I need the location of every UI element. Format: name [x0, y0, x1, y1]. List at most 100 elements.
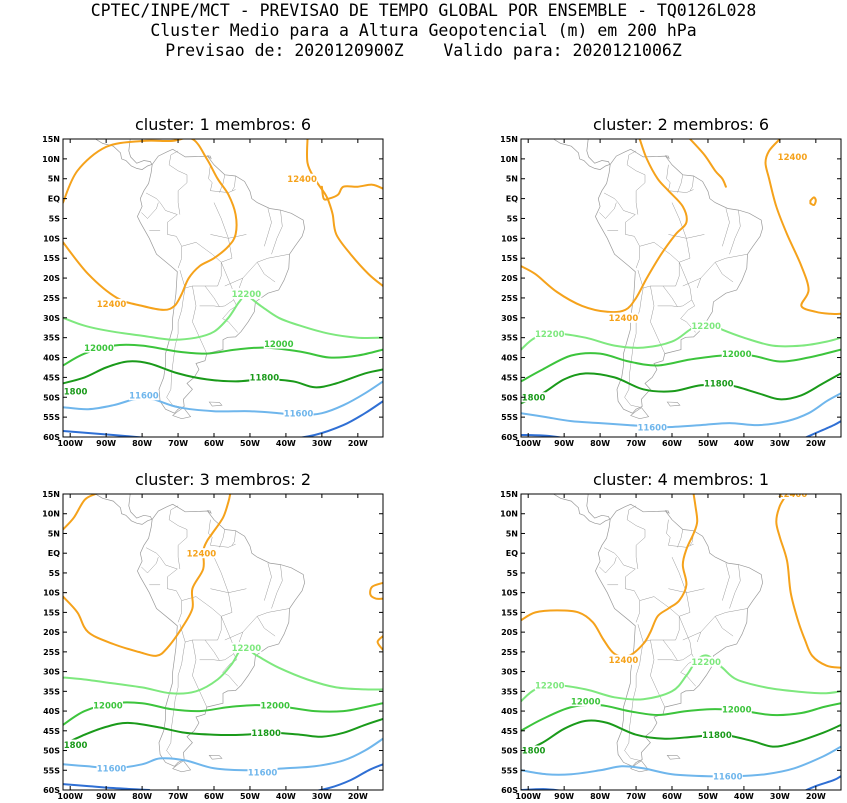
contour-label: 1800	[522, 393, 546, 403]
island-coastline	[666, 754, 681, 760]
lon-label: 20W	[806, 439, 826, 448]
lat-label: EQ	[506, 549, 518, 558]
country-border	[238, 262, 258, 289]
lat-label: 15S	[43, 254, 60, 263]
contour-label-bg	[83, 342, 114, 353]
lat-label: 15N	[42, 135, 60, 144]
contour-12400	[809, 196, 817, 207]
contour-label: 12200	[232, 290, 262, 300]
lat-label: 60S	[501, 786, 518, 795]
map-panel-1: cluster: 1 membros: 6 12400 12400 12200 1200…	[42, 115, 384, 448]
contour-11800	[521, 372, 841, 405]
lat-label: 25S	[501, 648, 518, 657]
contour-11600	[521, 745, 841, 778]
contour-12000	[521, 702, 841, 732]
lon-label: 70W	[168, 792, 188, 801]
lon-label: 100W	[515, 792, 541, 801]
country-border	[271, 564, 283, 609]
lat-label: 30S	[501, 314, 518, 323]
contour-label-bg	[521, 392, 546, 403]
contour-label: 12000	[260, 701, 290, 711]
contour-12400	[63, 494, 232, 657]
lon-label: 70W	[168, 439, 188, 448]
lat-label: 25S	[501, 294, 518, 303]
country-border	[219, 529, 226, 548]
contour-12400	[521, 139, 688, 314]
country-border	[662, 262, 693, 307]
contour-label: 11800	[704, 380, 734, 390]
country-border	[224, 631, 243, 641]
contour-12200	[63, 646, 383, 695]
contour-label: 12000	[84, 344, 114, 354]
country-border	[657, 659, 678, 661]
contour-label: 11600	[284, 409, 314, 419]
country-border	[677, 174, 684, 193]
contour-label: 11600	[129, 391, 159, 401]
lon-label: 50W	[240, 439, 260, 448]
country-border	[679, 238, 691, 263]
lon-label: 40W	[276, 792, 296, 801]
contour-label-bg	[128, 390, 159, 401]
contour-11400	[63, 430, 149, 437]
contour-12200	[521, 654, 841, 703]
lat-label: 50S	[501, 747, 518, 756]
country-border	[637, 596, 680, 643]
contour-label: 12400	[187, 549, 217, 559]
lat-label: 25S	[43, 294, 60, 303]
header-line-3: Previsao de: 2020120900Z Valido para: 20…	[165, 41, 682, 60]
contour-label: 11600	[97, 764, 127, 774]
lat-label: EQ	[48, 549, 60, 558]
lat-label: 55S	[501, 413, 518, 422]
lat-label: EQ	[48, 195, 60, 204]
contour-label: 11800	[251, 729, 281, 739]
lat-label: 45S	[43, 727, 60, 736]
lat-label: 15S	[501, 254, 518, 263]
lat-label: 25S	[43, 648, 60, 657]
panel-title: cluster: 3 membros: 2	[135, 470, 311, 489]
map-frame	[520, 493, 842, 791]
country-border	[722, 208, 730, 247]
contour-label-bg	[637, 422, 668, 433]
lon-label: 70W	[626, 439, 646, 448]
lon-label: 60W	[204, 792, 224, 801]
island-coastline	[208, 754, 223, 760]
contour-11400	[298, 400, 383, 437]
contour-label-bg	[608, 312, 639, 323]
contour-11400	[521, 434, 565, 437]
lat-label: 30S	[43, 314, 60, 323]
contour-label: 12200	[691, 322, 721, 332]
country-border	[722, 563, 730, 601]
lat-label: 45S	[501, 373, 518, 382]
lat-label: 5N	[506, 175, 518, 184]
lat-label: 5S	[507, 569, 519, 578]
central-america-coastline	[94, 494, 153, 525]
panel-title: cluster: 2 membros: 6	[593, 115, 769, 134]
lat-label: 5S	[49, 214, 61, 223]
contour-label-bg	[96, 763, 127, 774]
country-border	[679, 592, 691, 617]
country-border	[682, 277, 701, 287]
lon-label: 60W	[204, 439, 224, 448]
contour-label-bg	[691, 656, 722, 667]
island-coastline	[666, 401, 681, 407]
map-area: 12400 12400 12200 12200 12000 11800 1800 11600	[521, 139, 841, 437]
country-border	[666, 164, 694, 193]
contour-label-bg	[251, 727, 282, 738]
contour-label: 1800	[522, 747, 546, 757]
contour-label-bg	[712, 771, 743, 782]
country-border	[256, 262, 276, 283]
country-border	[222, 653, 238, 687]
lat-label: 10N	[500, 155, 518, 164]
contour-label-bg	[249, 372, 280, 383]
island-coastline	[208, 401, 223, 407]
contour-11400	[804, 775, 841, 790]
lat-label: 45S	[501, 727, 518, 736]
lon-label: 90W	[96, 439, 116, 448]
south-america-coastline	[595, 148, 763, 414]
contour-12400	[376, 635, 383, 651]
country-border	[662, 616, 693, 661]
lat-label: 20S	[501, 628, 518, 637]
contour-12000	[521, 348, 841, 383]
contour-label-bg	[63, 739, 88, 750]
contour-label: 12200	[232, 644, 262, 654]
